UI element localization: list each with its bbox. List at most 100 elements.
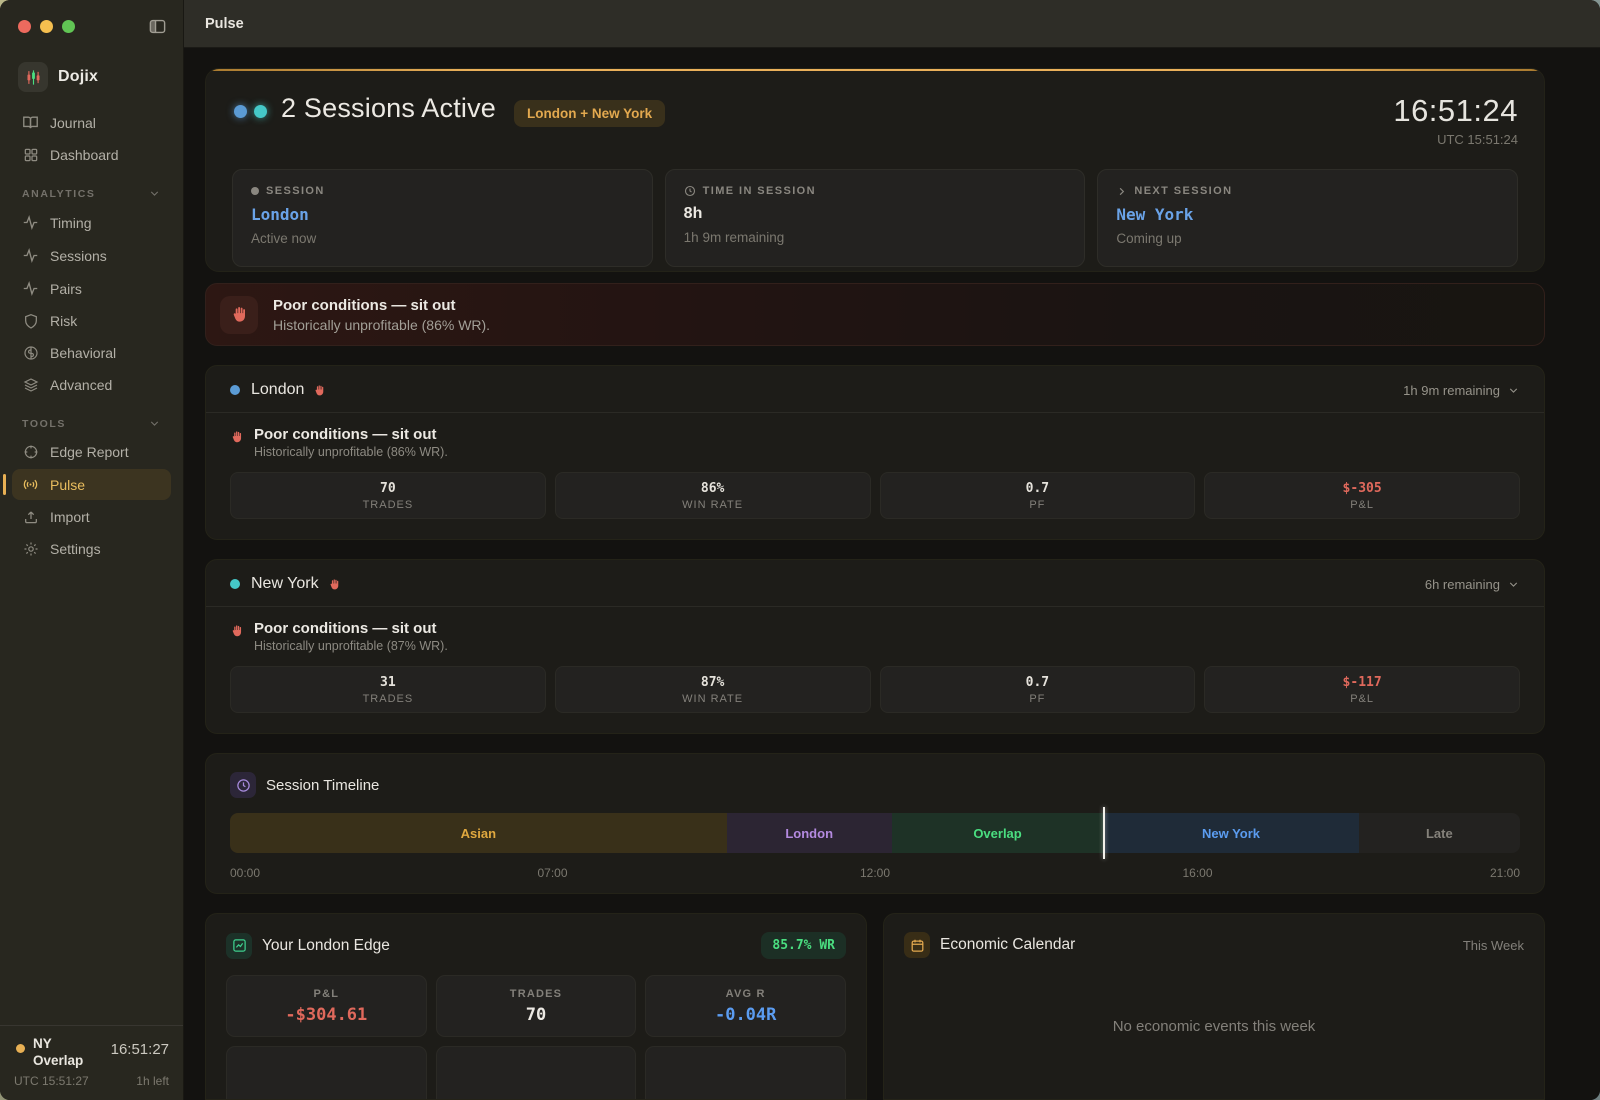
stat-pnl: $-305 P&L — [1204, 472, 1520, 519]
sidebar-item-pulse[interactable]: Pulse — [3, 469, 171, 500]
economic-calendar-card: Economic Calendar This Week No economic … — [883, 913, 1545, 1100]
tick-label: 21:00 — [1489, 866, 1520, 880]
timeline-segment-overlap[interactable]: Overlap — [891, 813, 1104, 853]
stat-value: 70 — [380, 480, 396, 496]
alert-subtitle: Historically unprofitable (86% WR). — [273, 316, 491, 333]
sidebar-section-analytics[interactable]: ANALYTICS — [12, 171, 171, 206]
timeline-segment-london[interactable]: London — [726, 813, 892, 853]
hand-icon — [313, 384, 326, 397]
session-name: London — [251, 381, 305, 398]
timeline-segment-newyork[interactable]: New York — [1103, 813, 1359, 853]
chevron-down-icon — [148, 417, 161, 430]
timeline-segment-asian[interactable]: Asian — [230, 813, 727, 853]
clock-block: 16:51:24 UTC 15:51:24 — [1393, 93, 1518, 147]
tick-label: 07:00 — [537, 866, 568, 880]
minimize-button[interactable] — [40, 20, 53, 33]
sidebar-toggle-icon[interactable] — [148, 17, 167, 36]
edge-stat-pnl: P&L -$304.61 — [226, 975, 427, 1037]
sidebar-item-label: Behavioral — [50, 345, 117, 361]
edge-title: Your London Edge — [262, 936, 390, 954]
close-button[interactable] — [18, 20, 31, 33]
sidebar-item-risk[interactable]: Risk — [12, 306, 171, 336]
active-session-dots — [234, 105, 267, 118]
current-session-sub: Active now — [251, 231, 317, 246]
radio-pulse-icon — [22, 476, 39, 493]
sidebar-item-behavioral[interactable]: Behavioral — [12, 338, 171, 368]
edge-stat-box-placeholder — [645, 1046, 847, 1099]
stat-value: 31 — [380, 674, 396, 690]
stat-winrate: 86% WIN RATE — [554, 472, 871, 519]
edge-stat-trades: TRADES 70 — [435, 975, 637, 1037]
sessions-active-card: 2 Sessions Active London + New York 16:5… — [205, 68, 1545, 272]
stat-label: WIN RATE — [682, 498, 744, 511]
sidebar-item-advanced[interactable]: Advanced — [12, 370, 171, 400]
brand-name: Dojix — [58, 68, 99, 85]
conditions-alert-banner: Poor conditions — sit out Historically u… — [205, 283, 1545, 346]
zoom-button[interactable] — [62, 20, 75, 33]
sidebar-item-timing[interactable]: Timing — [12, 207, 171, 238]
hero-title: 2 Sessions Active — [281, 93, 497, 123]
footer-time-left: 1h left — [136, 1074, 169, 1088]
sidebar-item-sessions[interactable]: Sessions — [12, 240, 171, 271]
sidebar-item-dashboard[interactable]: Dashboard — [12, 140, 171, 170]
sidebar-item-journal[interactable]: Journal — [12, 107, 171, 138]
timeline-ticks: 00:00 07:00 12:00 16:00 21:00 — [230, 866, 1520, 882]
section-title: TOOLS — [22, 417, 66, 430]
stat-label: WIN RATE — [682, 692, 744, 705]
newyork-session-header[interactable]: New York 6h remaining — [206, 560, 1544, 607]
page-title: Pulse — [205, 15, 244, 32]
session-dot — [230, 385, 240, 395]
session-name: New York — [251, 575, 319, 592]
sidebar-item-label: Dashboard — [50, 147, 119, 163]
sidebar-item-label: Pulse — [50, 476, 86, 493]
sidebar-item-label: Sessions — [50, 247, 107, 264]
newyork-session-card: New York 6h remaining — [205, 559, 1545, 734]
hand-icon — [230, 624, 244, 653]
stat-label: PF — [1029, 692, 1046, 705]
stat-trades: 70 TRADES — [230, 472, 546, 519]
upload-icon — [22, 509, 39, 525]
sidebar-item-edge-report[interactable]: Edge Report — [12, 437, 171, 467]
sidebar: Dojix Journal Dashboard ANALYTICS — [0, 0, 184, 1100]
sidebar-footer: NY Overlap 16:51:27 UTC 15:51:27 1h left — [0, 1025, 183, 1100]
london-session-card: London 1h 9m remaining — [205, 365, 1545, 540]
edge-stat-label: TRADES — [509, 987, 563, 1000]
hand-icon — [220, 295, 258, 334]
sidebar-item-label: Settings — [50, 541, 101, 557]
sidebar-section-tools[interactable]: TOOLS — [12, 401, 171, 436]
current-session-value: London — [251, 205, 309, 224]
sidebar-item-label: Advanced — [50, 377, 113, 393]
time-in-session-sub: 1h 9m remaining — [683, 230, 785, 245]
london-edge-card: Your London Edge 85.7% WR P&L -$304.61 T… — [205, 913, 867, 1100]
sidebar-item-settings[interactable]: Settings — [12, 534, 171, 564]
timeline-segment-late[interactable]: Late — [1358, 813, 1520, 853]
grid-icon — [22, 147, 39, 163]
advice-title: Poor conditions — sit out — [254, 620, 437, 637]
hcard-label-text: TIME IN SESSION — [702, 185, 816, 197]
sidebar-item-label: Risk — [50, 313, 78, 329]
edge-stat-avg-r: AVG R -0.04R — [645, 975, 847, 1037]
advice-title: Poor conditions — sit out — [254, 426, 437, 443]
sidebar-item-pairs[interactable]: Pairs — [12, 273, 171, 304]
edge-stat-label: AVG R — [725, 987, 766, 1000]
page-content: 2 Sessions Active London + New York 16:5… — [184, 48, 1600, 1100]
local-clock: 16:51:24 — [1393, 93, 1518, 128]
session-status-dot — [16, 1044, 25, 1054]
session-timeline-bar: Asian London Overlap New York Late — [230, 813, 1520, 853]
calendar-empty-message: No economic events this week — [1112, 1018, 1316, 1035]
winrate-badge: 85.7% WR — [761, 932, 846, 959]
sidebar-item-import[interactable]: Import — [12, 502, 171, 532]
sidebar-nav: Journal Dashboard ANALYTICS Timing — [0, 106, 183, 565]
london-session-header[interactable]: London 1h 9m remaining — [206, 366, 1544, 413]
sidebar-item-label: Journal — [50, 114, 96, 131]
london-session-dot — [234, 105, 247, 118]
brand: Dojix — [0, 40, 183, 106]
tick-label: 12:00 — [859, 866, 891, 880]
stat-trades: 31 TRADES — [230, 666, 546, 713]
activity-icon — [22, 247, 39, 264]
time-in-session-card: TIME IN SESSION 8h 1h 9m remaining — [664, 169, 1086, 267]
active-sessions-badge: London + New York — [514, 100, 666, 127]
stat-pnl: $-117 P&L — [1204, 666, 1520, 713]
window-controls — [0, 0, 183, 40]
gear-icon — [22, 541, 39, 557]
